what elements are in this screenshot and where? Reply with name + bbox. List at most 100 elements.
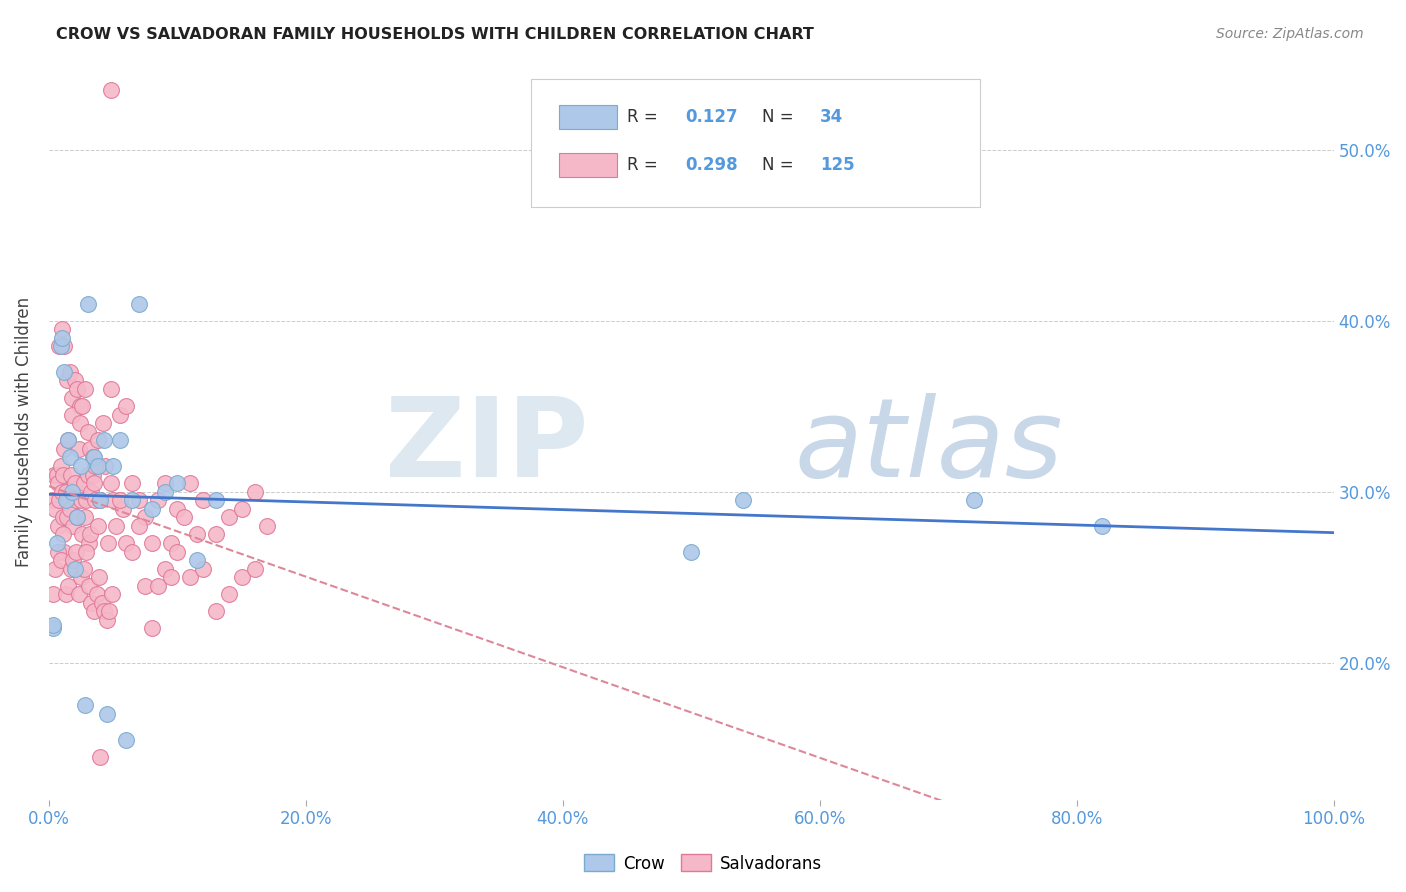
Point — [1091, 519, 1114, 533]
Point — [65, 493, 87, 508]
Text: Source: ZipAtlas.com: Source: ZipAtlas.com — [1216, 27, 1364, 41]
Point — [55, 484, 77, 499]
Point — [218, 510, 240, 524]
Point — [56, 510, 79, 524]
Point — [84, 493, 107, 508]
Point — [52, 527, 75, 541]
Point — [42, 618, 65, 632]
Point — [134, 579, 156, 593]
Point — [53, 339, 76, 353]
Point — [49, 458, 72, 473]
Point — [70, 570, 93, 584]
Point — [173, 510, 195, 524]
Point — [58, 501, 80, 516]
Point — [56, 374, 79, 388]
Point — [51, 484, 73, 499]
Point — [46, 519, 69, 533]
Point — [73, 698, 96, 713]
Point — [121, 544, 143, 558]
Point — [42, 587, 65, 601]
Text: N =: N = — [762, 108, 799, 126]
Point — [108, 493, 131, 508]
Point — [66, 510, 89, 524]
Point — [73, 510, 96, 524]
Point — [44, 561, 66, 575]
Point — [75, 493, 97, 508]
Point — [60, 484, 83, 499]
Point — [77, 579, 100, 593]
Point — [62, 553, 84, 567]
Point — [55, 493, 77, 508]
Point — [963, 493, 986, 508]
Point — [84, 458, 107, 473]
Point — [66, 510, 89, 524]
Point — [83, 476, 105, 491]
Point — [77, 536, 100, 550]
Point — [141, 622, 163, 636]
Point — [100, 382, 122, 396]
Point — [87, 458, 110, 473]
Point — [59, 561, 82, 575]
Point — [186, 527, 208, 541]
Point — [55, 587, 77, 601]
Point — [48, 339, 70, 353]
Point — [218, 587, 240, 601]
Point — [112, 501, 135, 516]
Point — [108, 434, 131, 448]
Point — [73, 476, 96, 491]
Point — [45, 536, 67, 550]
Point — [103, 493, 125, 508]
Point — [90, 596, 112, 610]
Point — [243, 561, 266, 575]
Bar — [560, 153, 617, 177]
Text: R =: R = — [627, 156, 664, 174]
Point — [160, 570, 183, 584]
Point — [146, 493, 169, 508]
Point — [89, 493, 111, 508]
Point — [104, 519, 127, 533]
Text: R =: R = — [627, 108, 664, 126]
Point — [100, 83, 122, 97]
Point — [63, 374, 86, 388]
Point — [205, 604, 228, 618]
Point — [45, 467, 67, 482]
Point — [58, 365, 80, 379]
Point — [65, 544, 87, 558]
Point — [76, 425, 98, 439]
Point — [70, 493, 93, 508]
Point — [60, 391, 83, 405]
Point — [52, 510, 75, 524]
Text: 0.298: 0.298 — [685, 156, 738, 174]
Point — [66, 382, 89, 396]
Point — [96, 613, 118, 627]
Point — [128, 296, 150, 310]
Point — [63, 476, 86, 491]
Point — [128, 493, 150, 508]
Point — [141, 501, 163, 516]
Point — [82, 467, 104, 482]
Point — [79, 442, 101, 456]
Point — [128, 519, 150, 533]
Point — [63, 561, 86, 575]
Point — [134, 510, 156, 524]
Point — [103, 458, 125, 473]
Point — [141, 536, 163, 550]
Text: atlas: atlas — [794, 393, 1063, 500]
Point — [52, 467, 75, 482]
Point — [62, 519, 84, 533]
Point — [73, 561, 96, 575]
Point — [72, 527, 94, 541]
Text: 0.127: 0.127 — [685, 108, 738, 126]
Point — [69, 399, 91, 413]
Legend: Crow, Salvadorans: Crow, Salvadorans — [578, 847, 828, 880]
Point — [72, 399, 94, 413]
Point — [108, 408, 131, 422]
Point — [42, 493, 65, 508]
Point — [179, 570, 201, 584]
Point — [160, 536, 183, 550]
Point — [80, 484, 103, 499]
FancyBboxPatch shape — [530, 78, 980, 208]
Point — [48, 493, 70, 508]
Text: 125: 125 — [820, 156, 855, 174]
Point — [87, 570, 110, 584]
